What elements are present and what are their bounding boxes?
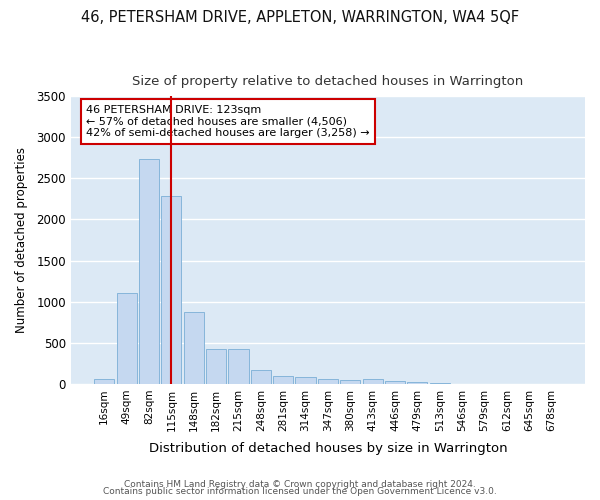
Bar [184, 312, 204, 384]
Bar [318, 380, 338, 384]
Title: Size of property relative to detached houses in Warrington: Size of property relative to detached ho… [132, 75, 524, 88]
Bar [251, 370, 271, 384]
Bar [94, 380, 115, 384]
Bar [295, 376, 316, 384]
Bar [229, 348, 248, 384]
Bar [116, 292, 137, 384]
Y-axis label: Number of detached properties: Number of detached properties [15, 147, 28, 333]
Text: 46, PETERSHAM DRIVE, APPLETON, WARRINGTON, WA4 5QF: 46, PETERSHAM DRIVE, APPLETON, WARRINGTO… [81, 10, 519, 25]
Bar [362, 380, 383, 384]
Text: 46 PETERSHAM DRIVE: 123sqm
← 57% of detached houses are smaller (4,506)
42% of s: 46 PETERSHAM DRIVE: 123sqm ← 57% of deta… [86, 104, 370, 138]
Text: Contains HM Land Registry data © Crown copyright and database right 2024.: Contains HM Land Registry data © Crown c… [124, 480, 476, 489]
Bar [273, 376, 293, 384]
Bar [407, 382, 427, 384]
Bar [385, 382, 405, 384]
X-axis label: Distribution of detached houses by size in Warrington: Distribution of detached houses by size … [149, 442, 507, 455]
Bar [139, 160, 159, 384]
Bar [340, 380, 361, 384]
Bar [206, 348, 226, 384]
Bar [161, 196, 181, 384]
Text: Contains public sector information licensed under the Open Government Licence v3: Contains public sector information licen… [103, 487, 497, 496]
